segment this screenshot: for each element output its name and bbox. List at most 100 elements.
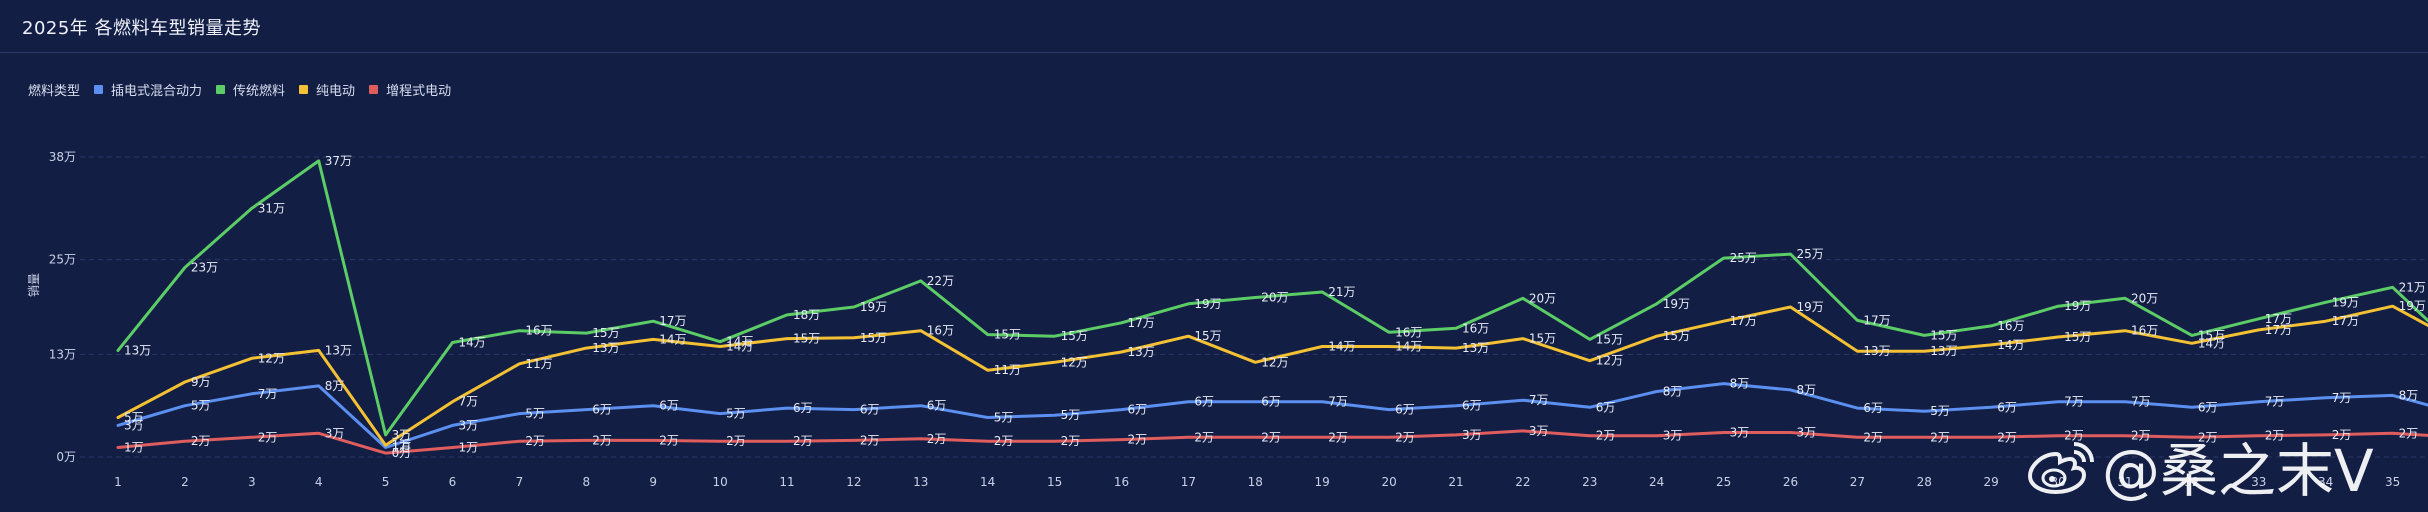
data-label: 7万 — [2131, 395, 2151, 409]
data-label: 8万 — [1797, 383, 1817, 397]
data-label: 13万 — [1128, 345, 1155, 359]
x-tick-label: 28 — [1917, 475, 1932, 489]
data-label: 3万 — [1797, 426, 1817, 440]
data-label: 2万 — [1930, 430, 1950, 444]
data-label: 2万 — [191, 434, 211, 448]
x-tick-label: 23 — [1582, 475, 1597, 489]
header-divider — [0, 52, 2428, 53]
data-label: 23万 — [191, 261, 218, 275]
data-label: 13万 — [592, 341, 619, 355]
x-tick-label: 11 — [779, 475, 794, 489]
legend-title: 燃料类型 — [28, 83, 81, 99]
data-label: 6万 — [793, 401, 813, 415]
data-label: 2万 — [994, 434, 1014, 448]
x-tick-label: 22 — [1515, 475, 1530, 489]
data-label: 7万 — [1328, 395, 1348, 409]
data-label: 15万 — [592, 326, 619, 340]
series-line-0 — [116, 382, 2428, 449]
x-tick-label: 33 — [2251, 475, 2266, 489]
data-label: 16万 — [1462, 321, 1489, 335]
x-tick-label: 19 — [1315, 475, 1330, 489]
data-label: 18万 — [793, 308, 820, 322]
data-label: 17万 — [2332, 314, 2359, 328]
data-label: 5万 — [994, 411, 1014, 425]
x-tick-label: 35 — [2385, 475, 2400, 489]
x-tick-label: 26 — [1783, 475, 1798, 489]
data-label: 14万 — [1328, 339, 1355, 353]
x-tick-label: 3 — [248, 475, 256, 489]
data-label: 6万 — [860, 403, 880, 417]
data-label: 31万 — [258, 201, 285, 215]
data-label: 17万 — [1730, 314, 1757, 328]
data-label: 15万 — [793, 332, 820, 346]
data-label: 8万 — [2399, 388, 2419, 402]
data-label: 0万 — [392, 446, 412, 460]
data-label: 6万 — [1596, 400, 1616, 414]
data-label: 2万 — [1395, 430, 1415, 444]
legend-item-phev[interactable]: 插电式混合动力 — [94, 80, 202, 99]
data-label: 20万 — [1529, 291, 1556, 305]
data-label: 2万 — [793, 434, 813, 448]
legend-swatch-phev — [94, 84, 104, 94]
x-tick-label: 12 — [846, 475, 861, 489]
data-label: 15万 — [2198, 328, 2225, 342]
x-tick-label: 15 — [1047, 475, 1062, 489]
x-tick-label: 27 — [1850, 475, 1865, 489]
data-label: 12万 — [1596, 354, 1623, 368]
data-label: 16万 — [927, 324, 954, 338]
data-label: 6万 — [659, 399, 679, 413]
data-label: 2万 — [1061, 434, 1081, 448]
x-tick-label: 2 — [181, 475, 189, 489]
data-label: 17万 — [2265, 312, 2292, 326]
data-label: 3万 — [325, 426, 345, 440]
x-tick-label: 20 — [1381, 475, 1396, 489]
data-label: 6万 — [1395, 403, 1415, 417]
x-tick-label: 10 — [712, 475, 727, 489]
data-label: 3万 — [1529, 424, 1549, 438]
data-label: 2万 — [2064, 429, 2084, 443]
y-tick-label: 25万 — [49, 253, 76, 267]
data-label: 13万 — [1863, 344, 1890, 358]
legend-item-ice[interactable]: 传统燃料 — [216, 80, 285, 99]
data-label: 19万 — [1797, 300, 1824, 314]
data-label: 5万 — [124, 411, 144, 425]
data-label: 2万 — [1863, 430, 1883, 444]
x-tick-label: 7 — [516, 475, 524, 489]
data-label: 7万 — [2265, 395, 2285, 409]
data-label: 2万 — [258, 430, 278, 444]
data-label: 12万 — [1261, 355, 1288, 369]
data-label: 2万 — [860, 433, 880, 447]
legend-swatch-ice — [216, 84, 226, 94]
data-label: 3万 — [392, 428, 412, 442]
data-label: 14万 — [1997, 338, 2024, 352]
legend-item-bev[interactable]: 纯电动 — [299, 80, 355, 99]
data-label: 9万 — [191, 375, 211, 389]
y-tick-label: 0万 — [56, 450, 76, 464]
data-label: 21万 — [2399, 280, 2426, 294]
x-tick-label: 29 — [1984, 475, 1999, 489]
watermark: @桑之末V — [2026, 424, 2374, 508]
data-label: 19万 — [2399, 299, 2426, 313]
data-label: 7万 — [1529, 393, 1549, 407]
legend-swatch-erev — [369, 84, 379, 94]
data-label: 15万 — [1194, 329, 1221, 343]
data-label: 15万 — [994, 328, 1021, 342]
data-label: 5万 — [1930, 404, 1950, 418]
data-label: 6万 — [1194, 395, 1214, 409]
legend-item-erev[interactable]: 增程式电动 — [369, 80, 451, 99]
data-label: 2万 — [659, 433, 679, 447]
data-label: 3万 — [1730, 426, 1750, 440]
data-label: 11万 — [525, 357, 552, 371]
x-tick-label: 16 — [1114, 475, 1129, 489]
data-label: 15万 — [860, 331, 887, 345]
data-label: 15万 — [1529, 332, 1556, 346]
data-label: 2万 — [1194, 430, 1214, 444]
data-label: 2万 — [525, 434, 545, 448]
series-line-3 — [116, 429, 2428, 455]
data-label: 2万 — [927, 432, 947, 446]
x-tick-label: 4 — [315, 475, 323, 489]
data-label: 14万 — [659, 332, 686, 346]
data-label: 5万 — [726, 407, 746, 421]
series-line-1 — [116, 159, 2428, 437]
data-label: 6万 — [592, 403, 612, 417]
